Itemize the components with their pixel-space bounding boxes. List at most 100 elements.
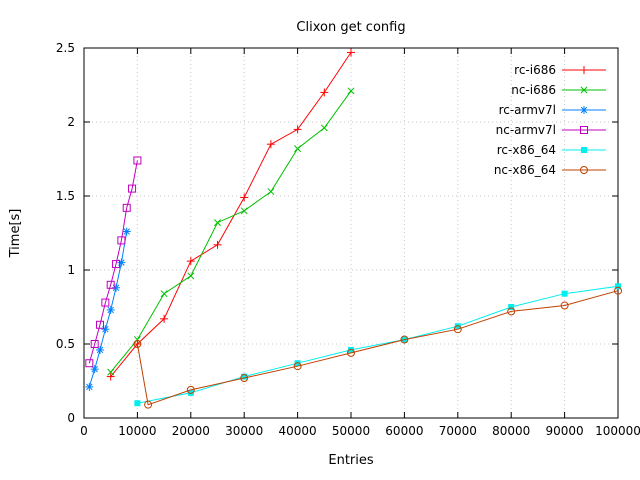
point-marker-square-open <box>128 184 137 193</box>
point-marker-x <box>133 336 141 344</box>
x-tick-label: 40000 <box>279 424 317 438</box>
point-marker-plus <box>160 314 169 323</box>
legend-label: nc-armv7l <box>496 123 556 137</box>
point-marker-plus <box>347 48 355 57</box>
x-tick-label: 10000 <box>118 424 156 438</box>
series-line <box>88 160 138 364</box>
point-marker-square-open <box>90 340 99 348</box>
point-marker-circle-open <box>240 374 249 383</box>
point-marker-square-open <box>101 298 110 307</box>
point-marker-square-filled <box>241 373 248 380</box>
point-marker-x <box>347 87 355 95</box>
x-tick-label: 100000 <box>595 424 640 438</box>
point-marker-plus <box>186 257 195 266</box>
point-marker-x <box>107 368 115 376</box>
series-nc-i686 <box>107 87 355 376</box>
point-marker-square-open <box>85 359 94 368</box>
point-marker-square-filled <box>294 360 301 367</box>
point-marker-square-filled <box>187 389 194 396</box>
point-marker-square-open <box>122 203 131 212</box>
point-marker-circle-open <box>507 307 516 316</box>
point-marker-square-filled <box>454 323 461 330</box>
legend-entry-nc-i686: nc-i686 <box>511 83 606 97</box>
point-marker-circle-open <box>614 286 622 295</box>
point-marker-circle-open <box>144 400 153 409</box>
legend-label: nc-x86_64 <box>494 163 556 177</box>
point-marker-circle-open <box>400 335 409 344</box>
x-tick-label: 50000 <box>332 424 370 438</box>
point-marker-square-filled <box>581 147 587 153</box>
y-tick-label: 1.5 <box>56 189 75 203</box>
x-axis-label: Entries <box>328 453 374 468</box>
legend-label: nc-i686 <box>511 83 556 97</box>
point-marker-x <box>187 272 195 280</box>
point-marker-asterisk <box>85 382 94 391</box>
point-marker-x <box>240 207 248 215</box>
series-line <box>110 90 352 373</box>
point-marker-x <box>580 86 588 94</box>
point-marker-circle-open <box>133 340 142 348</box>
x-tick-label: 90000 <box>546 424 584 438</box>
x-tick-label: 0 <box>80 424 88 438</box>
point-marker-circle-open <box>560 301 569 310</box>
series-nc-x86_64 <box>133 286 622 409</box>
point-marker-square-filled <box>615 283 621 290</box>
series-line <box>88 231 128 388</box>
point-marker-asterisk <box>117 258 126 267</box>
point-marker-plus <box>106 372 115 381</box>
point-marker-asterisk <box>101 325 110 334</box>
point-marker-asterisk <box>106 305 115 314</box>
point-marker-plus <box>320 88 329 97</box>
y-tick-label: 2.5 <box>56 41 75 55</box>
point-marker-plus <box>580 66 588 74</box>
series-nc-armv7l <box>85 156 142 368</box>
point-marker-asterisk <box>96 345 105 354</box>
y-tick-label: 0 <box>67 411 75 425</box>
y-tick-label: 0.5 <box>56 337 75 351</box>
series-rc-i686 <box>106 48 355 381</box>
series-line <box>110 52 352 377</box>
legend-label: rc-i686 <box>514 63 556 77</box>
y-axis-label: Time[s] <box>8 209 23 259</box>
legend-entry-rc-x86_64: rc-x86_64 <box>497 143 606 157</box>
y-tick-label: 2 <box>67 115 75 129</box>
point-marker-circle-open <box>580 166 588 174</box>
series-rc-x86_64 <box>134 283 621 407</box>
point-marker-plus <box>240 193 249 202</box>
point-marker-asterisk <box>580 106 588 114</box>
point-marker-square-filled <box>561 290 568 297</box>
point-marker-square-open <box>580 126 588 134</box>
x-tick-label: 70000 <box>439 424 477 438</box>
legend-label: rc-armv7l <box>499 103 556 117</box>
point-marker-circle-open <box>186 385 195 394</box>
legend-entry-rc-armv7l: rc-armv7l <box>499 103 606 117</box>
point-marker-x <box>160 290 168 298</box>
point-marker-asterisk <box>112 283 121 292</box>
point-marker-asterisk <box>122 227 131 236</box>
legend-entry-nc-x86_64: nc-x86_64 <box>494 163 606 177</box>
point-marker-x <box>214 219 221 227</box>
point-marker-square-open <box>96 320 105 329</box>
point-marker-square-open <box>133 156 142 165</box>
point-marker-x <box>267 188 275 196</box>
axes-ticks: 0 10000 20000 30000 40000 50000 60000 70000 8000… <box>56 41 640 438</box>
point-marker-plus <box>213 240 222 249</box>
legend-label: rc-x86_64 <box>497 143 556 157</box>
point-marker-square-open <box>117 236 126 245</box>
point-marker-square-open <box>112 260 121 269</box>
x-tick-label: 60000 <box>385 424 423 438</box>
x-tick-label: 80000 <box>492 424 530 438</box>
series-line <box>137 285 619 404</box>
series-line <box>136 290 619 406</box>
legend-entry-rc-i686: rc-i686 <box>514 63 606 77</box>
point-marker-plus <box>293 125 302 134</box>
legend: rc-i686 nc-i686 rc-armv7l nc-armv7l rc-x86_6… <box>494 63 606 177</box>
point-marker-square-filled <box>348 346 354 353</box>
point-marker-plus <box>266 140 275 149</box>
point-marker-circle-open <box>453 325 462 334</box>
point-marker-square-filled <box>508 304 515 310</box>
legend-entry-nc-armv7l: nc-armv7l <box>496 123 606 137</box>
point-marker-x <box>320 124 328 132</box>
